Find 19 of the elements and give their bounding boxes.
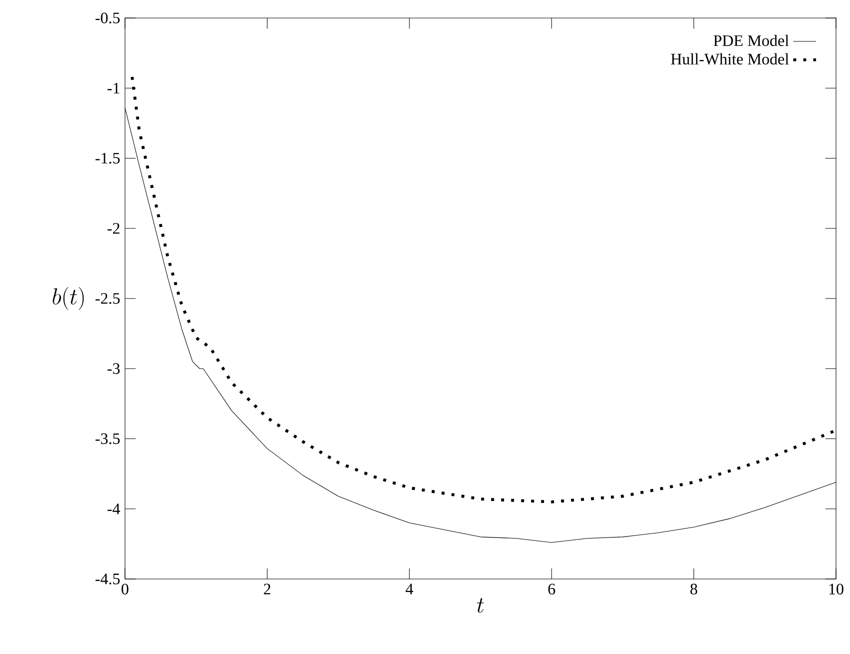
- x-tick-label: 0: [122, 584, 128, 594]
- x-tick-label: 2: [264, 584, 270, 594]
- x-tick-label: 6: [548, 584, 556, 594]
- x-tick-label: 4: [406, 584, 414, 594]
- y-axis-title: $b(t)$: [52, 287, 84, 310]
- y-tick-label: -1.5: [96, 152, 120, 164]
- y-tick-label: -2: [108, 223, 120, 234]
- legend-label: PDE Model: [714, 34, 789, 46]
- x-tick-label: 10: [829, 584, 844, 594]
- y-tick-label: -3.5: [96, 433, 120, 444]
- x-tick-label: 8: [690, 584, 698, 594]
- y-tick-label: -4.5: [96, 574, 120, 584]
- y-tick-label: -1: [108, 82, 120, 94]
- y-tick-label: -4: [108, 504, 120, 514]
- y-tick-label: -0.5: [96, 12, 120, 24]
- x-axis-title: $t$: [476, 598, 484, 613]
- y-tick-label: -2.5: [96, 293, 120, 304]
- y-tick-label: -3: [108, 363, 120, 374]
- legend-label: Hull-White Model: [670, 53, 789, 65]
